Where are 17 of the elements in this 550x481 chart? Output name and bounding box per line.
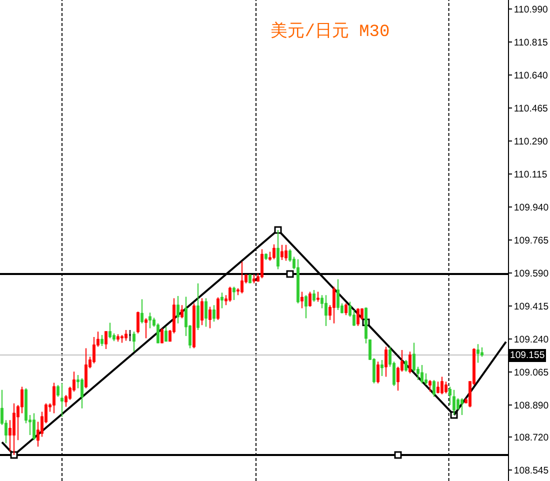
y-tick-label: 110.115 (514, 169, 548, 180)
y-tick-label: 109.415 (514, 301, 549, 312)
y-tick-label: 109.065 (514, 367, 549, 378)
y-tick-label: 108.890 (514, 400, 549, 412)
text: 美元/日元 M30 (270, 20, 390, 42)
ref-line-label: 109.155 (510, 350, 545, 361)
y-tick-label: 109.590 (514, 268, 549, 280)
y-tick-label: 110.640 (514, 70, 548, 82)
y-tick-label: 110.290 (514, 136, 548, 148)
y-tick-label: 109.940 (514, 202, 549, 214)
y-tick-label: 109.765 (514, 235, 549, 246)
y-tick-label: 108.545 (514, 465, 549, 476)
y-tick-label: 110.465 (514, 103, 548, 114)
y-tick-label: 110.815 (514, 37, 548, 48)
y-tick-label: 109.240 (514, 334, 549, 346)
y-tick-label: 110.990 (514, 4, 548, 16)
y-tick-label: 108.720 (514, 432, 549, 444)
